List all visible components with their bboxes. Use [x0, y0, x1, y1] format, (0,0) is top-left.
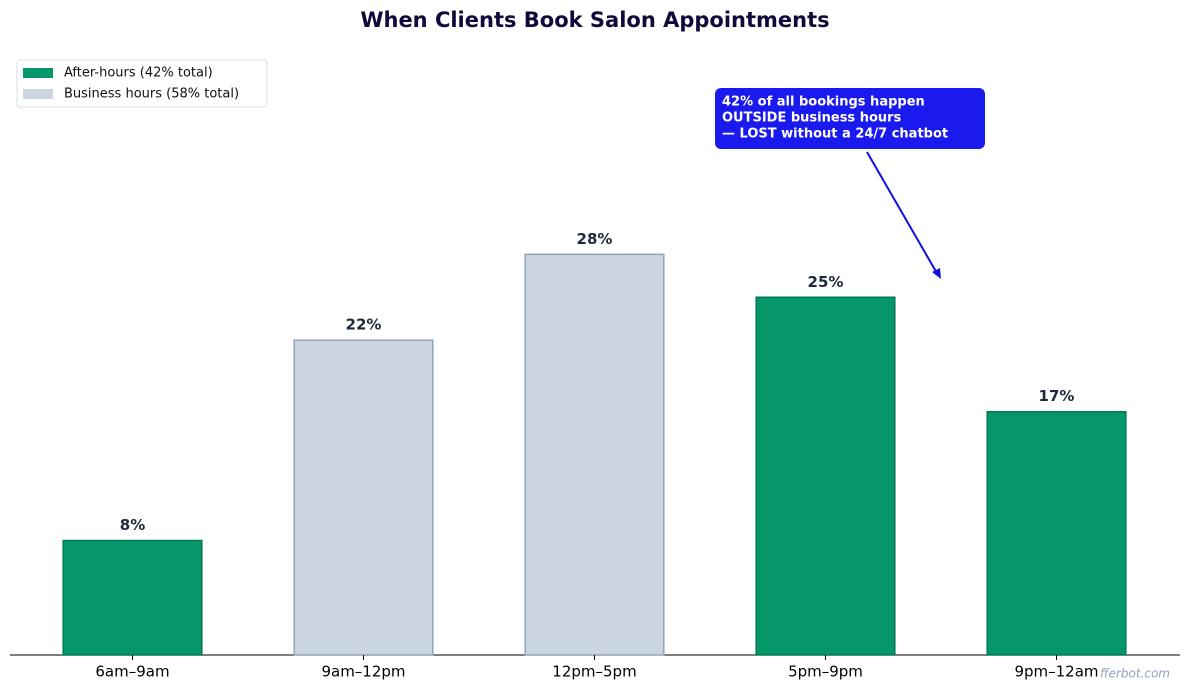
- value-label: 22%: [346, 316, 382, 334]
- x-tick-label: 9pm–12am: [1014, 663, 1098, 681]
- legend-label: Business hours (58% total): [64, 87, 239, 102]
- legend-label: After-hours (42% total): [64, 66, 213, 81]
- annotation-arrow: [866, 151, 939, 276]
- annotation-text: 42% of all bookings happen: [722, 95, 925, 110]
- value-label: 8%: [120, 516, 145, 534]
- value-label: 25%: [808, 273, 844, 291]
- value-label: 28%: [577, 230, 613, 248]
- bar: [62, 539, 203, 656]
- annotation-arrowhead: [932, 268, 941, 279]
- legend-box: [16, 59, 268, 108]
- x-tick-label: 5pm–9pm: [788, 663, 863, 681]
- value-label: 17%: [1039, 387, 1075, 405]
- annotation-text: OUTSIDE business hours: [722, 111, 902, 126]
- legend-swatch: [23, 68, 53, 78]
- chart-title: When Clients Book Salon Appointments: [360, 8, 829, 32]
- x-tick-label: 9am–12pm: [321, 663, 405, 681]
- annotation-box: [715, 88, 985, 149]
- bar: [755, 296, 896, 656]
- x-tick-label: 6am–9am: [95, 663, 169, 681]
- watermark: fferbot.com: [1100, 667, 1170, 681]
- x-tick-label: 12pm–5pm: [552, 663, 636, 681]
- bar: [986, 410, 1127, 656]
- bar: [293, 339, 434, 656]
- legend-swatch: [23, 89, 53, 99]
- annotation-text: — LOST without a 24/7 chatbot: [722, 127, 948, 142]
- bar: [524, 253, 665, 656]
